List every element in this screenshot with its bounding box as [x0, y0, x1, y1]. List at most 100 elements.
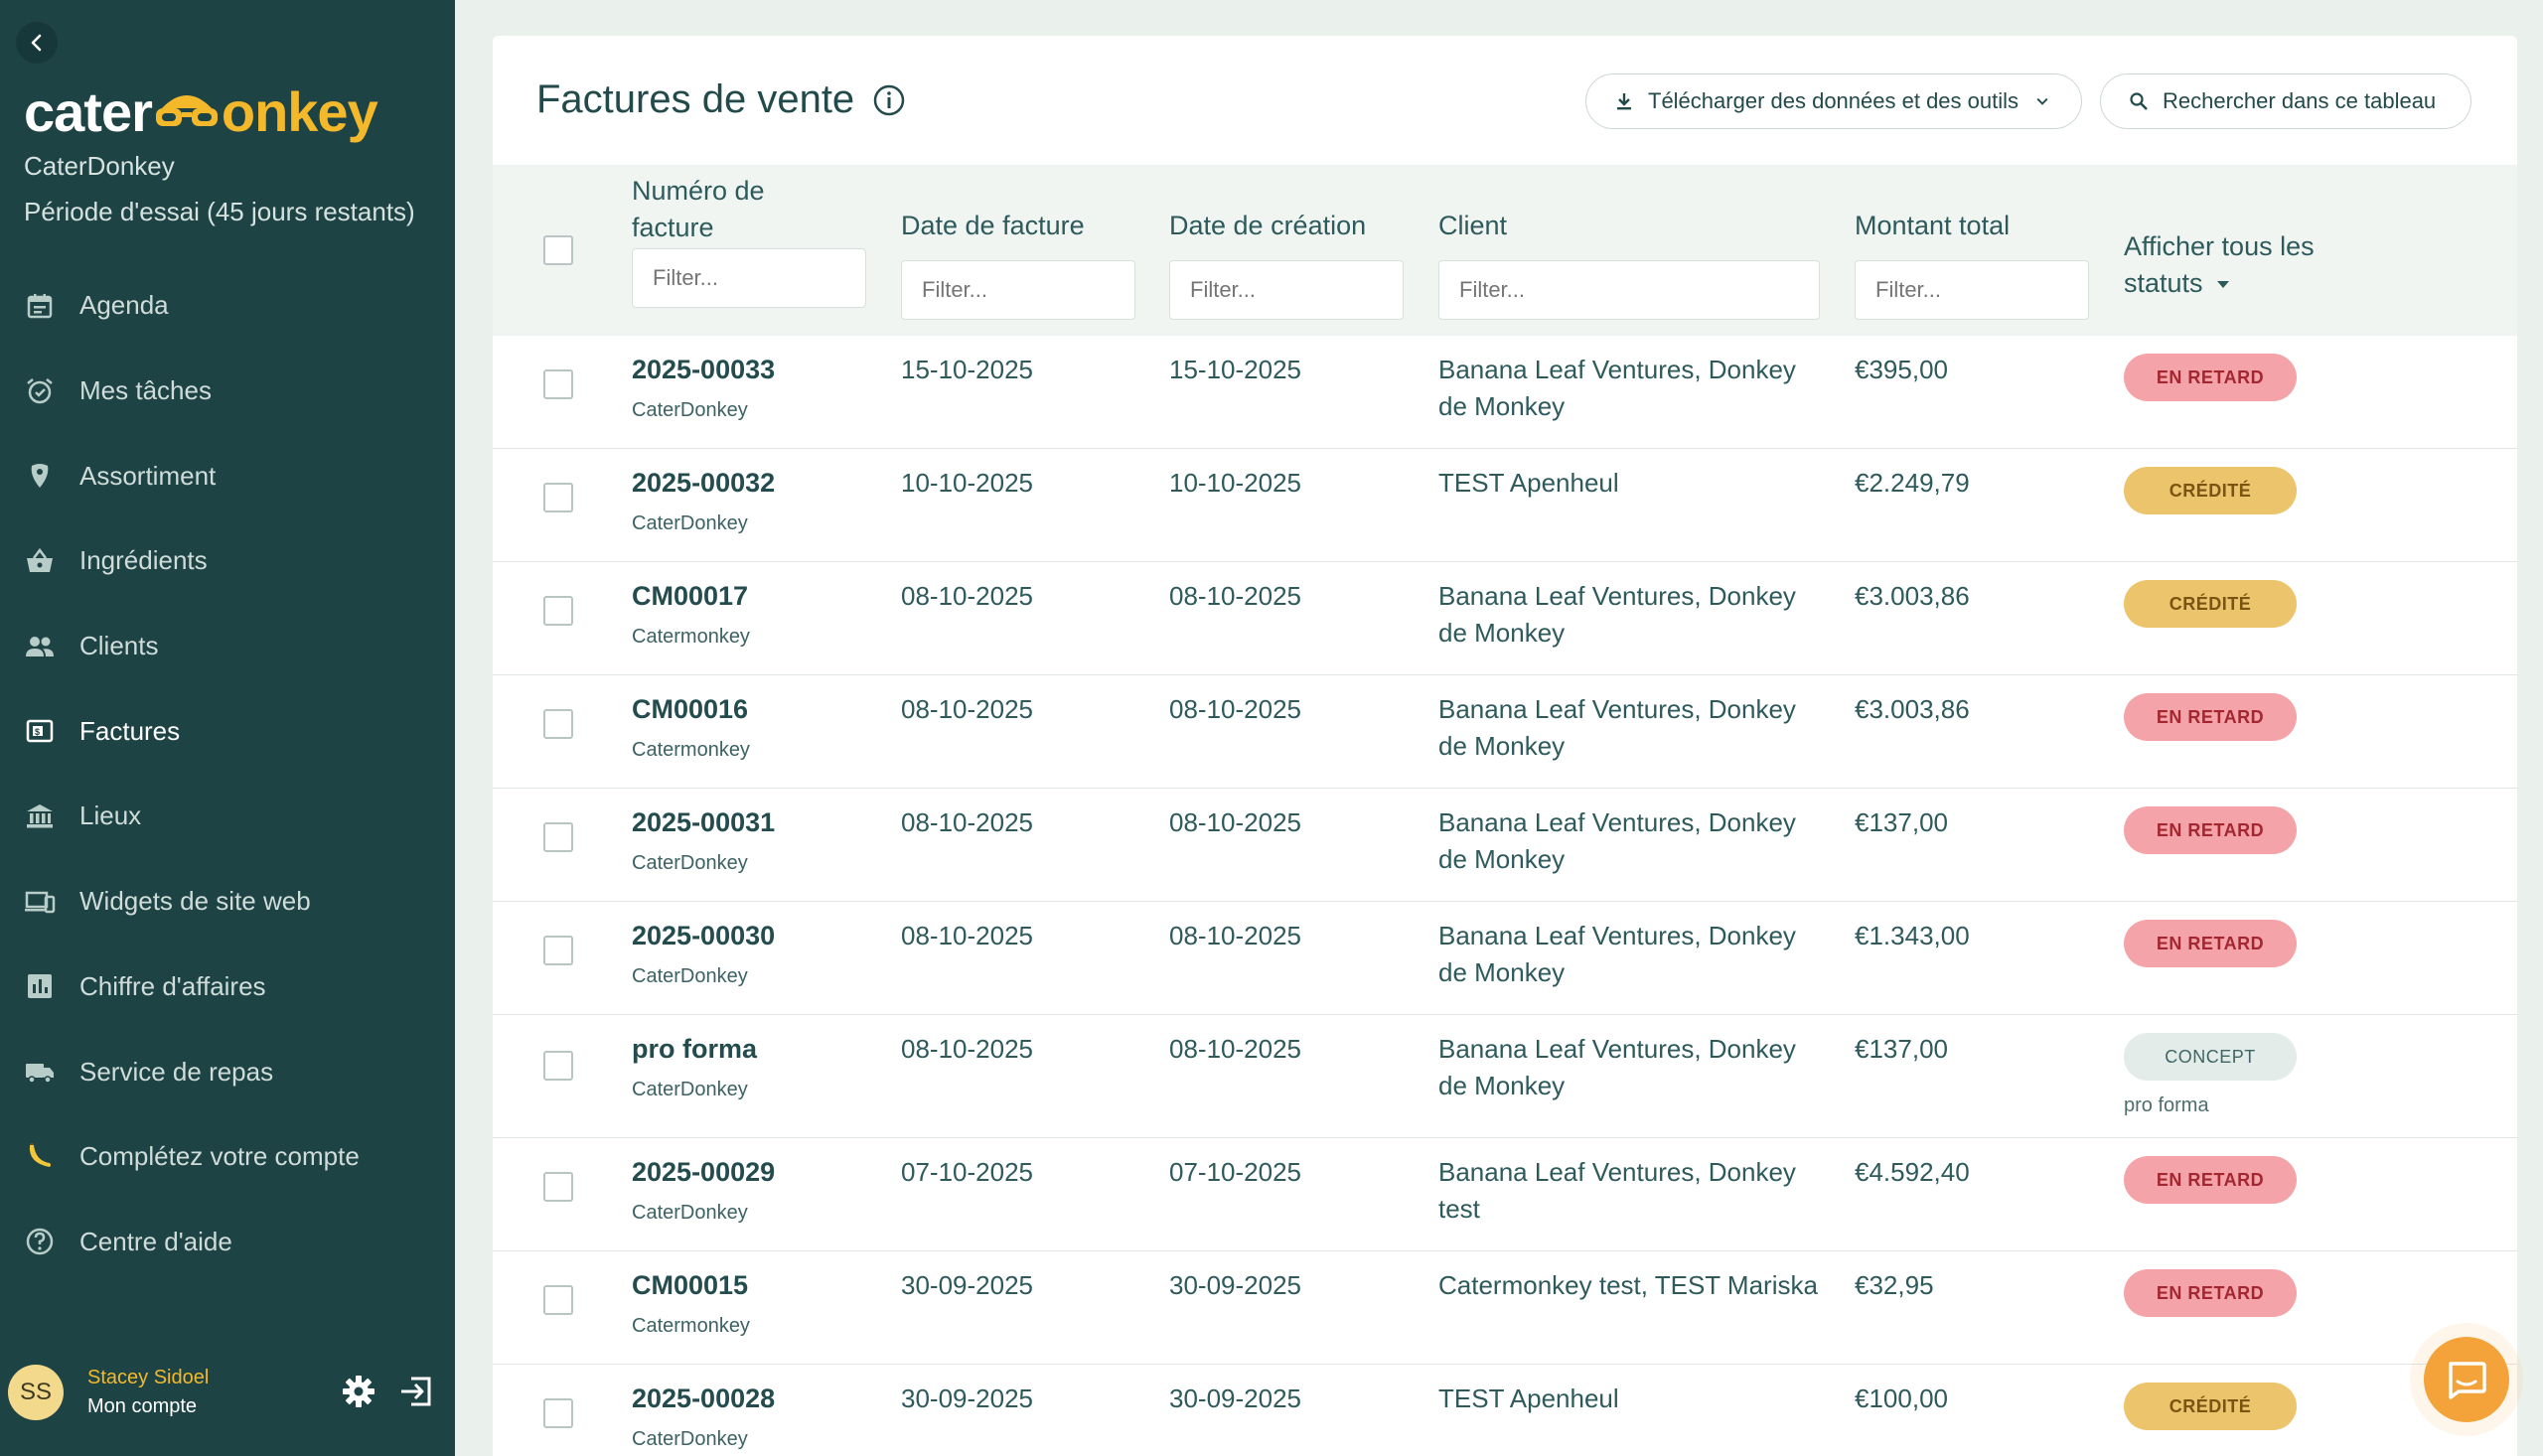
table-row[interactable]: 2025-00029 CaterDonkey 07-10-2025 07-10-2… — [493, 1138, 2517, 1251]
total-amount: €1.343,00 — [1855, 921, 1970, 950]
status-badge: CRÉDITÉ — [2124, 467, 2297, 514]
sidebar-item-complete-account[interactable]: Complétez votre compte — [0, 1114, 455, 1200]
created-date: 15-10-2025 — [1169, 355, 1301, 384]
chevron-left-icon — [31, 34, 42, 52]
sidebar: cater onkey CaterDonkey Période d'essai … — [0, 0, 455, 1456]
info-icon[interactable] — [872, 83, 906, 117]
invoice-date: 15-10-2025 — [901, 355, 1033, 384]
status-note: pro forma — [2124, 1094, 2209, 1116]
created-date: 30-09-2025 — [1169, 1383, 1301, 1413]
sidebar-item-clients[interactable]: Clients — [0, 604, 455, 689]
invoice-number[interactable]: 2025-00030 — [632, 921, 776, 950]
invoice-number[interactable]: 2025-00031 — [632, 807, 776, 837]
building-icon — [22, 799, 58, 834]
invoice-company: Catermonkey — [632, 1315, 750, 1337]
sidebar-item-assortment[interactable]: Assortiment — [0, 433, 455, 518]
table-row[interactable]: CM00017 Catermonkey 08-10-2025 08-10-2025… — [493, 562, 2517, 675]
table-row[interactable]: 2025-00032 CaterDonkey 10-10-2025 10-10-2… — [493, 449, 2517, 562]
collapse-sidebar-button[interactable] — [16, 22, 58, 64]
download-data-button[interactable]: Télécharger des données et des outils — [1585, 73, 2082, 129]
sidebar-item-label: Clients — [79, 631, 159, 661]
invoices-card: Factures de vente Télécharger des donnée… — [493, 36, 2517, 1456]
sidebar-item-help-center[interactable]: Centre d'aide — [0, 1200, 455, 1285]
status-badge: CONCEPT — [2124, 1033, 2297, 1081]
carrot-icon — [22, 458, 58, 494]
sidebar-item-locations[interactable]: Lieux — [0, 774, 455, 859]
sidebar-item-agenda[interactable]: Agenda — [0, 263, 455, 349]
table-search-button[interactable]: Rechercher dans ce tableau — [2100, 73, 2471, 129]
status-badge: CRÉDITÉ — [2124, 1383, 2297, 1430]
column-header-number[interactable]: Numéro de facture — [632, 176, 765, 242]
invoice-number[interactable]: 2025-00032 — [632, 468, 776, 498]
client-name: Banana Leaf Ventures, Donkey de Monkey — [1438, 694, 1796, 761]
row-checkbox[interactable] — [543, 1398, 573, 1428]
table-row[interactable]: CM00016 Catermonkey 08-10-2025 08-10-2025… — [493, 675, 2517, 789]
column-header-created-date[interactable]: Date de création — [1169, 211, 1367, 240]
table-row[interactable]: CM00015 Catermonkey 30-09-2025 30-09-2025… — [493, 1251, 2517, 1365]
row-checkbox[interactable] — [543, 1285, 573, 1315]
table-row[interactable]: 2025-00028 CaterDonkey 30-09-2025 30-09-2… — [493, 1365, 2517, 1456]
truck-icon — [22, 1054, 58, 1090]
row-checkbox[interactable] — [543, 1051, 573, 1081]
chevron-down-icon — [2036, 97, 2048, 105]
invoice-number[interactable]: CM00016 — [632, 694, 749, 724]
filter-total-input[interactable] — [1855, 260, 2089, 320]
total-amount: €2.249,79 — [1855, 468, 1970, 498]
invoice-number[interactable]: CM00015 — [632, 1270, 749, 1300]
invoice-number[interactable]: CM00017 — [632, 581, 749, 611]
sidebar-item-tasks[interactable]: Mes tâches — [0, 349, 455, 434]
logout-icon[interactable] — [397, 1373, 435, 1410]
banana-icon — [22, 1139, 58, 1175]
status-badge: CRÉDITÉ — [2124, 580, 2297, 628]
sidebar-item-widgets[interactable]: Widgets de site web — [0, 859, 455, 945]
invoice-number[interactable]: pro forma — [632, 1034, 758, 1064]
sidebar-item-revenue[interactable]: Chiffre d'affaires — [0, 945, 455, 1030]
row-checkbox[interactable] — [543, 709, 573, 739]
sidebar-item-meal-service[interactable]: Service de repas — [0, 1029, 455, 1114]
table-row[interactable]: 2025-00030 CaterDonkey 08-10-2025 08-10-2… — [493, 902, 2517, 1015]
chat-launcher-button[interactable] — [2424, 1337, 2509, 1422]
client-name: TEST Apenheul — [1438, 468, 1619, 498]
devices-icon — [22, 884, 58, 920]
filter-invoice-date-input[interactable] — [901, 260, 1135, 320]
invoice-number[interactable]: 2025-00028 — [632, 1383, 776, 1413]
column-header-invoice-date[interactable]: Date de facture — [901, 211, 1085, 240]
user-info[interactable]: Stacey Sidoel Mon compte — [87, 1367, 209, 1418]
row-checkbox[interactable] — [543, 1172, 573, 1202]
logo[interactable]: cater onkey — [24, 77, 378, 145]
created-date: 08-10-2025 — [1169, 921, 1301, 950]
row-checkbox[interactable] — [543, 596, 573, 626]
user-name: Stacey Sidoel — [87, 1367, 210, 1388]
filter-number-input[interactable] — [632, 248, 866, 308]
column-header-client[interactable]: Client — [1438, 211, 1508, 240]
row-checkbox[interactable] — [543, 936, 573, 965]
filter-client-input[interactable] — [1438, 260, 1820, 320]
column-header-total[interactable]: Montant total — [1855, 211, 2011, 240]
status-badge: EN RETARD — [2124, 806, 2297, 854]
avatar[interactable]: SS — [8, 1365, 64, 1420]
sidebar-item-ingredients[interactable]: Ingrédients — [0, 518, 455, 604]
select-all-checkbox[interactable] — [543, 235, 573, 265]
row-checkbox[interactable] — [543, 822, 573, 852]
table-row[interactable]: 2025-00031 CaterDonkey 08-10-2025 08-10-2… — [493, 789, 2517, 902]
trial-status: Période d'essai (45 jours restants) — [24, 197, 415, 226]
client-name: TEST Apenheul — [1438, 1383, 1619, 1413]
status-filter-dropdown[interactable]: Afficher tous les statuts — [2124, 228, 2372, 302]
my-account-link[interactable]: Mon compte — [87, 1395, 198, 1417]
filter-created-date-input[interactable] — [1169, 260, 1404, 320]
created-date: 08-10-2025 — [1169, 1034, 1301, 1064]
invoice-number[interactable]: 2025-00029 — [632, 1157, 776, 1187]
invoice-number[interactable]: 2025-00033 — [632, 355, 776, 384]
row-checkbox[interactable] — [543, 369, 573, 399]
sidebar-item-invoices[interactable]: $ Factures — [0, 688, 455, 774]
svg-text:$: $ — [35, 727, 40, 737]
created-date: 30-09-2025 — [1169, 1270, 1301, 1300]
total-amount: €3.003,86 — [1855, 581, 1970, 611]
gear-icon[interactable] — [340, 1373, 377, 1410]
sidebar-item-label: Complétez votre compte — [79, 1141, 360, 1172]
table-row[interactable]: 2025-00033 CaterDonkey 15-10-2025 15-10-2… — [493, 336, 2517, 449]
client-name: Banana Leaf Ventures, Donkey de Monkey — [1438, 807, 1796, 874]
row-checkbox[interactable] — [543, 483, 573, 512]
table-row[interactable]: pro forma CaterDonkey 08-10-2025 08-10-20… — [493, 1015, 2517, 1138]
invoice-company: CaterDonkey — [632, 399, 748, 421]
